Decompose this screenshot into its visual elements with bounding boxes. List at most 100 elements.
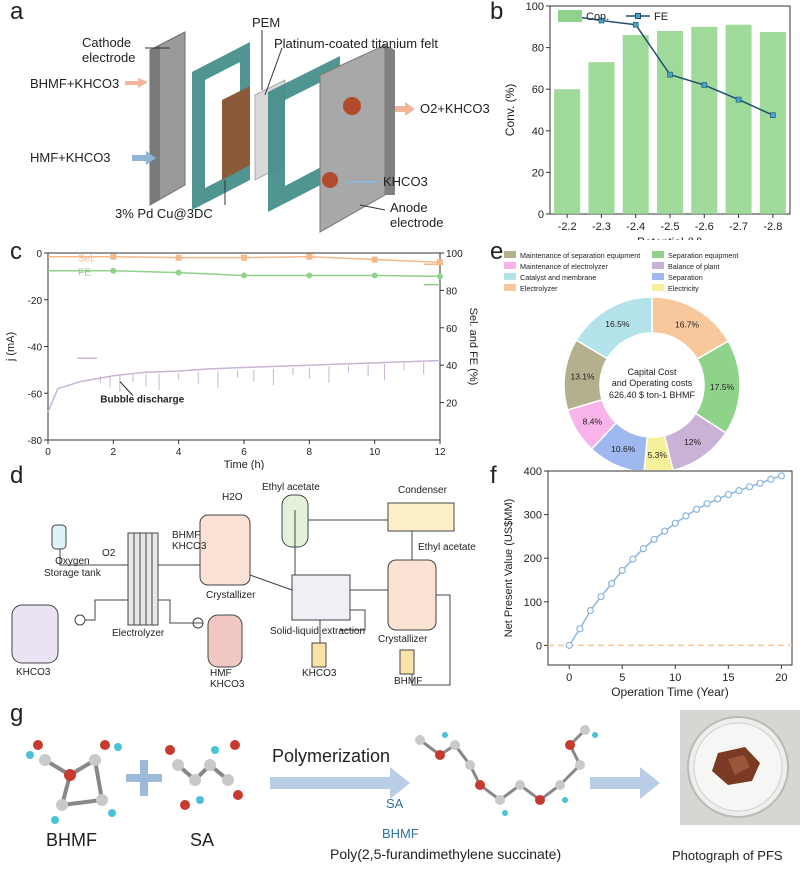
point-npv	[586, 606, 595, 615]
label-solid-liquid-extraction: Solid-liquid extraction	[270, 626, 366, 637]
bar-conversion	[656, 30, 684, 215]
anode-plate	[319, 44, 386, 233]
slice-value-label: 10.6%	[611, 444, 636, 454]
label-o2-khco3: O2+KHCO3	[420, 101, 490, 116]
panel-letter-c: c	[10, 238, 22, 265]
y-right-tick-label: 60	[446, 324, 458, 335]
panel-d-process-flow	[11, 494, 455, 686]
legend-swatch	[652, 273, 664, 280]
legend-label: Separation equipment	[668, 251, 738, 260]
label-polymer-name: Poly(2,5-furandimethylene succinate)	[330, 846, 562, 862]
point-selectivity	[437, 259, 443, 266]
point-fe	[306, 272, 313, 279]
label-ethyl-acetate-right: Ethyl acetate	[418, 542, 476, 553]
legend-swatch	[652, 251, 664, 258]
label-platinum-felt: Platinum-coated titanium felt	[274, 36, 439, 51]
x-tick-label: -2.7	[729, 221, 748, 233]
point-npv	[756, 479, 764, 487]
slice-value-label: 5.3%	[648, 450, 668, 460]
chart-c-stability: Bubble discharge-80-60-40-20020406080100…	[5, 249, 479, 470]
point-fe	[175, 269, 182, 276]
label-polymerization: Polymerization	[272, 746, 391, 766]
khco3-container-icon	[311, 642, 327, 668]
polymer-chain	[415, 725, 598, 816]
label-crystallizer-1: Crystallizer	[206, 590, 256, 601]
legend-swatch	[504, 273, 516, 280]
x-axis-label: Time (h)	[224, 459, 265, 470]
point-npv	[735, 487, 743, 495]
panel-letter-e: e	[490, 238, 504, 265]
x-tick-label: -2.5	[661, 221, 680, 233]
slice-value-label: 13.1%	[570, 371, 595, 381]
y-right-tick-label: 40	[446, 361, 458, 372]
bar-conversion	[759, 32, 786, 214]
legend-swatch	[504, 284, 516, 291]
pfs-photograph	[680, 710, 800, 825]
legend-marker-fe	[635, 13, 641, 19]
point-npv	[618, 566, 626, 574]
point-npv	[608, 579, 616, 588]
legend-label: Catalyst and membrane	[520, 273, 596, 282]
legend-label: Electricity	[668, 284, 699, 293]
label-pfs-photo: Photograph of PFS	[672, 848, 783, 863]
label-khco3-bottom: KHCO3	[302, 668, 337, 679]
crystallizer-2-icon	[387, 559, 437, 631]
y-tick-label: 100	[524, 597, 542, 609]
legend-swatch	[652, 262, 664, 269]
label-oxygen-tank: Oxygen Storage tank	[44, 556, 101, 579]
chart-e-cost-donut: Maintenance of separation equipment Separ…	[504, 251, 741, 470]
slice-value-label: 8.4%	[583, 417, 603, 427]
x-tick-label: 8	[307, 447, 313, 458]
point-npv	[576, 625, 584, 633]
x-tick-label: -2.2	[558, 221, 577, 233]
legend-label-con: Con.	[586, 11, 609, 23]
y-tick-label: 400	[524, 466, 542, 478]
legend-label-fe: FE	[78, 268, 91, 279]
point-fe	[632, 21, 639, 28]
x-tick-label: -2.3	[592, 221, 611, 233]
label-sa-chain: SA	[386, 796, 404, 811]
label-cathode-electrode: Cathode electrode	[82, 35, 136, 65]
y-right-tick-label: 20	[446, 399, 458, 410]
legend-label: Electrolyzer	[520, 284, 558, 293]
point-fe	[667, 71, 673, 78]
y-left-axis-label: j (mA)	[5, 332, 17, 362]
y-axis-label: Net Present Value (US$MM)	[503, 499, 515, 638]
label-sa-monomer: SA	[190, 830, 215, 850]
y-tick-label: 0	[538, 209, 544, 221]
plus-icon	[126, 760, 162, 796]
point-selectivity	[175, 254, 182, 261]
legend-swatch	[652, 284, 664, 291]
y-left-tick-label: -80	[28, 436, 43, 447]
label-condenser: Condenser	[398, 485, 447, 496]
point-npv	[661, 527, 669, 535]
label-hmf-khco3-tank: HMF KHCO3	[210, 668, 245, 690]
point-fe	[701, 82, 708, 88]
label-ethyl-acetate-top: Ethyl acetate	[262, 482, 320, 493]
bar-conversion	[725, 24, 752, 214]
slice-value-label: 12%	[684, 437, 701, 447]
y-left-tick-label: -40	[28, 343, 43, 354]
electrolyzer-stack-icon	[127, 532, 159, 626]
donut-center-total: 626.40 $ ton-1 BHMF	[609, 390, 696, 400]
panel-letter-f: f	[490, 462, 497, 489]
line-current	[47, 359, 441, 413]
point-npv	[629, 555, 637, 563]
label-catalyst: 3% Pd Cu@3DC	[115, 206, 213, 221]
legend-label: Balance of plant	[668, 262, 720, 271]
label-hmf-khco3: HMF+KHCO3	[30, 150, 111, 165]
x-axis-label: Operation Time (Year)	[611, 685, 729, 699]
x-tick-label: 6	[241, 447, 247, 458]
legend-swatch-con	[558, 10, 582, 22]
donut-slice	[663, 412, 727, 470]
line-npv	[568, 475, 782, 646]
chart-f-npv: 0 100 200 300 400 0 5 10 15 20 Operation Time (Yea…	[503, 466, 793, 699]
plot-frame	[547, 470, 793, 666]
panel-letter-a: a	[10, 0, 24, 25]
anode-fitting-bottom	[322, 172, 338, 188]
label-bhmf-khco3-stream: BHMF KHCO3	[172, 530, 207, 552]
y-right-tick-label: 100	[446, 249, 463, 260]
x-axis-label: Potential (V)	[637, 235, 703, 240]
slice-value-label: 16.7%	[675, 319, 700, 329]
point-npv	[671, 519, 679, 527]
